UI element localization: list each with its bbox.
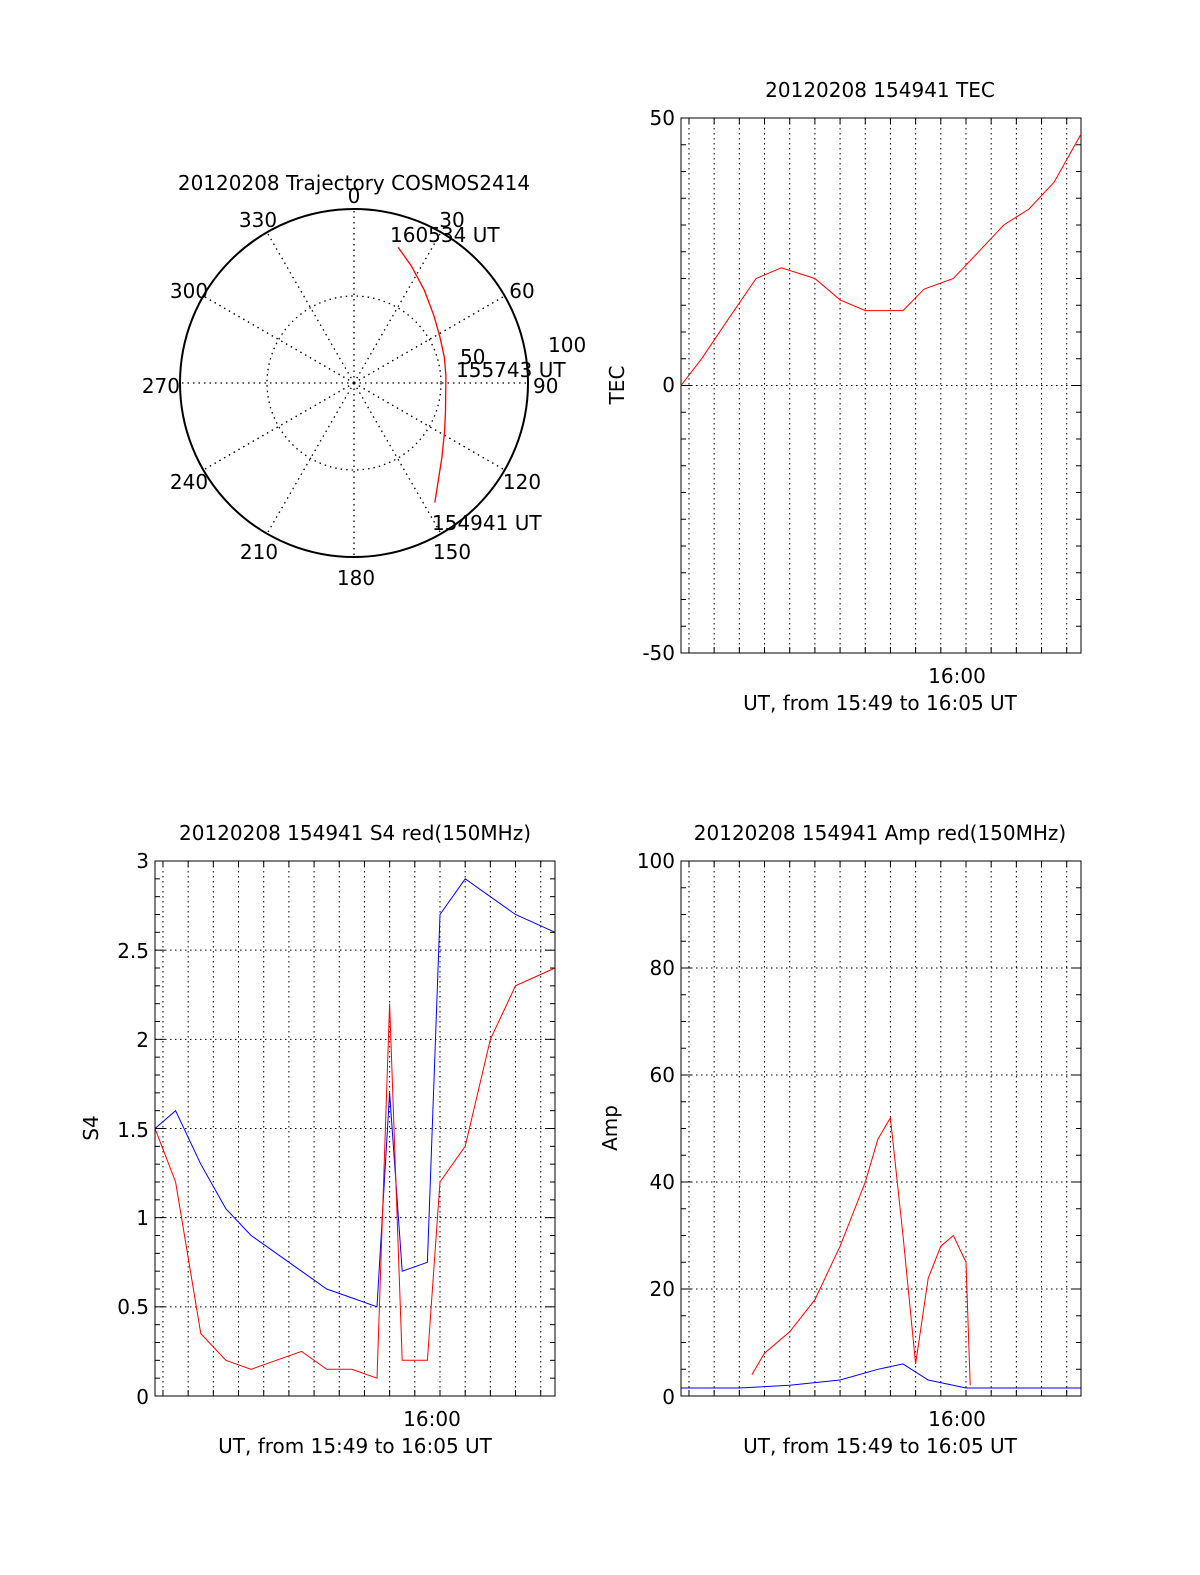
- s4-ytick-2: 2: [136, 1028, 149, 1052]
- amp-xtick-1600: 16:00: [928, 1407, 986, 1431]
- amp-panel: 20120208 154941 Amp red(150MHz) 100 80 6…: [598, 821, 1082, 1458]
- polar-ring-50: [266, 295, 442, 471]
- s4-plot-frame: [154, 860, 556, 1397]
- angle-label-30: 30: [439, 208, 464, 232]
- tec-panel: 20120208 154941 TEC 50 0 -50 16:00 UT, f…: [605, 78, 1082, 715]
- tec-title: 20120208 154941 TEC: [765, 78, 995, 102]
- annotation-start-time: 154941 UT: [432, 511, 542, 535]
- angle-label-270: 270: [142, 374, 180, 398]
- angle-label-300: 300: [170, 279, 208, 303]
- polar-spoke-240: [202, 382, 355, 471]
- s4-panel: 20120208 154941 S4 red(150MHz) 3 2.5 2 1…: [79, 821, 556, 1458]
- amp-ytick-20: 20: [650, 1277, 675, 1301]
- radial-label-50: 50: [460, 345, 485, 369]
- s4-ytick-0p5: 0.5: [117, 1295, 149, 1319]
- angle-label-150: 150: [433, 540, 471, 564]
- s4-xtick-1600: 16:00: [403, 1407, 461, 1431]
- tec-ytick-0: 0: [662, 373, 675, 397]
- s4-ytick-3: 3: [136, 849, 149, 873]
- polar-spoke-210: [266, 382, 355, 535]
- s4-ytick-1p5: 1.5: [117, 1118, 149, 1142]
- trajectory-line: [397, 246, 447, 503]
- polar-spoke-30: [353, 231, 442, 384]
- angle-label-210: 210: [240, 540, 278, 564]
- s4-ytick-2p5: 2.5: [117, 939, 149, 963]
- s4-ticks: [155, 860, 555, 1397]
- s4-ytick-0: 0: [136, 1385, 149, 1409]
- amp-ticks: [681, 860, 1081, 1397]
- angle-label-180: 180: [337, 566, 375, 590]
- tec-ytick-50: 50: [650, 106, 675, 130]
- angle-label-0: 0: [348, 184, 361, 208]
- s4-series-blue: [154, 878, 556, 1308]
- tec-ylabel: TEC: [605, 366, 629, 406]
- angle-label-60: 60: [509, 279, 534, 303]
- tec-xlabel: UT, from 15:49 to 16:05 UT: [743, 691, 1018, 715]
- polar-panel: 20120208 Trajectory COSMOS2414 0 30 60 9…: [142, 171, 586, 590]
- polar-outer-ring: [179, 208, 529, 558]
- annotation-end-time: 160534 UT: [390, 223, 500, 247]
- amp-xlabel: UT, from 15:49 to 16:05 UT: [743, 1434, 1018, 1458]
- polar-spoke-300: [202, 295, 355, 384]
- amp-grid: [681, 861, 1081, 1396]
- polar-spoke-60: [353, 295, 506, 384]
- amp-ylabel: Amp: [598, 1105, 622, 1151]
- tec-xtick-1600: 16:00: [928, 664, 986, 688]
- s4-series-red: [154, 967, 556, 1379]
- amp-ytick-40: 40: [650, 1170, 675, 1194]
- radial-label-100: 100: [548, 333, 586, 357]
- tec-grid: [681, 118, 1081, 653]
- amp-ytick-0: 0: [662, 1385, 675, 1409]
- s4-ytick-1: 1: [136, 1206, 149, 1230]
- angle-label-330: 330: [239, 208, 277, 232]
- polar-angle-labels: 0 30 60 90 120 150 180 210 240 270 300 3…: [142, 184, 559, 590]
- s4-grid: [155, 861, 555, 1396]
- polar-spoke-150: [353, 382, 442, 535]
- amp-plot-frame: [680, 860, 1082, 1397]
- polar-grid: [180, 209, 528, 557]
- polar-title: 20120208 Trajectory COSMOS2414: [178, 171, 530, 195]
- angle-label-240: 240: [170, 470, 208, 494]
- tec-ytick-minus50: -50: [642, 641, 675, 665]
- s4-xlabel: UT, from 15:49 to 16:05 UT: [218, 1434, 493, 1458]
- amp-ytick-80: 80: [650, 956, 675, 980]
- amp-ytick-60: 60: [650, 1063, 675, 1087]
- angle-label-120: 120: [503, 470, 541, 494]
- amp-series-red: [751, 1116, 971, 1386]
- s4-ylabel: S4: [79, 1115, 103, 1140]
- annotation-mid-time: 155743 UT: [456, 358, 566, 382]
- s4-title: 20120208 154941 S4 red(150MHz): [179, 821, 531, 845]
- polar-spoke-120: [353, 382, 506, 471]
- angle-label-90: 90: [533, 374, 558, 398]
- amp-series-blue: [681, 1363, 1081, 1389]
- amp-title: 20120208 154941 Amp red(150MHz): [694, 821, 1066, 845]
- amp-ytick-100: 100: [637, 849, 675, 873]
- polar-spoke-330: [266, 231, 355, 384]
- tec-series-line: [680, 133, 1082, 386]
